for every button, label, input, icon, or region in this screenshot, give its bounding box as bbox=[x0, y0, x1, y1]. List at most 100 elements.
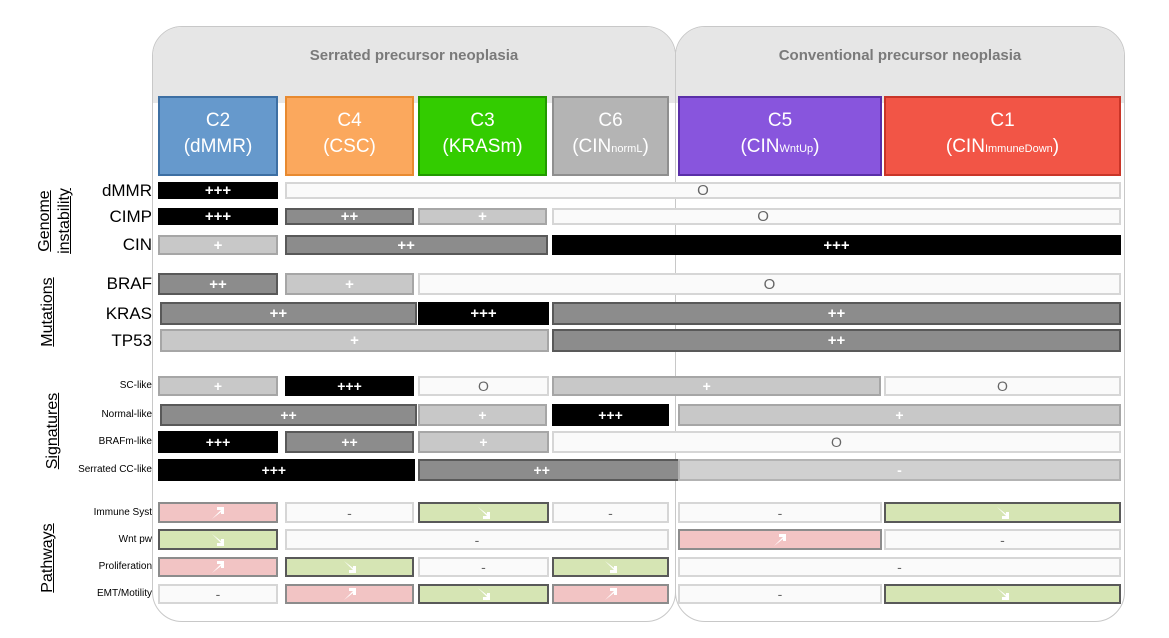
cluster-desc-main: (CIN bbox=[945, 136, 985, 157]
cluster-desc: (CINImmuneDown) bbox=[886, 134, 1119, 162]
cell-emt-motility-5 bbox=[884, 584, 1121, 604]
row-label-kras: KRAS bbox=[105, 304, 152, 323]
row-label-wnt-pw: Wnt pw bbox=[118, 534, 152, 545]
cell-value: O bbox=[757, 208, 769, 225]
cluster-c2: C2 (dMMR) bbox=[158, 96, 278, 176]
cell-value: - bbox=[777, 586, 783, 602]
cell-kras-0: ++ bbox=[160, 302, 417, 325]
cell-immune-syst-4: - bbox=[678, 502, 882, 523]
cell-immune-syst-3: - bbox=[552, 502, 669, 523]
cell-tp53-0: + bbox=[160, 329, 549, 352]
cluster-desc-subscript: normL bbox=[611, 143, 643, 155]
cell-emt-motility-3 bbox=[552, 584, 669, 604]
row-label-cimp: CIMP bbox=[109, 207, 153, 226]
cell-value: + bbox=[478, 208, 487, 225]
cell-value: +++ bbox=[261, 462, 287, 478]
cell-serrated-cc-like-0: +++ bbox=[158, 459, 415, 481]
cell-value: - bbox=[347, 504, 352, 521]
row-label-brafm-like: BRAFm-like bbox=[98, 436, 152, 447]
serrated-panel-header bbox=[153, 27, 675, 103]
row-label-normal-like: Normal-like bbox=[101, 409, 152, 420]
cell-value: O bbox=[997, 378, 1008, 394]
row-label-tp53: TP53 bbox=[111, 331, 152, 350]
cell-value: ++ bbox=[340, 208, 359, 225]
cell-value: ++ bbox=[397, 236, 415, 254]
cell-value: - bbox=[1000, 531, 1005, 548]
cluster-name: C1 bbox=[990, 110, 1015, 131]
row-label-immune-syst: Immune Syst bbox=[93, 507, 152, 518]
cell-brafm-like-0: +++ bbox=[158, 431, 278, 453]
cell-value: +++ bbox=[205, 434, 231, 450]
cell-value: ++ bbox=[209, 275, 227, 293]
cell-proliferation-4: - bbox=[678, 557, 1121, 577]
conventional-panel-header bbox=[676, 27, 1124, 103]
cell-cin-0: + bbox=[158, 235, 278, 255]
row-label-serrated-cc-like: Serrated CC-like bbox=[78, 464, 152, 475]
cell-kras-2: ++ bbox=[552, 302, 1121, 325]
cell-value: - bbox=[481, 559, 486, 575]
cell-value: + bbox=[345, 275, 354, 293]
cluster-name: C2 bbox=[205, 110, 231, 131]
cluster-desc-subscript: WntUp bbox=[779, 143, 814, 155]
cell-value: - bbox=[215, 586, 221, 602]
cluster-desc-close: ) bbox=[642, 136, 649, 157]
cluster-desc-close: ) bbox=[813, 136, 820, 157]
cell-value: ++ bbox=[280, 407, 297, 423]
arrow-up-right-icon bbox=[774, 533, 786, 546]
cell-wnt-pw-2 bbox=[678, 529, 882, 550]
cell-value: ++ bbox=[827, 332, 846, 349]
cell-emt-motility-0: - bbox=[158, 584, 278, 604]
cell-sc-like-2: O bbox=[418, 376, 549, 396]
cell-brafm-like-2: + bbox=[418, 431, 549, 453]
cell-wnt-pw-0 bbox=[158, 529, 278, 550]
conventional-panel-title: Conventional precursor neoplasia bbox=[778, 47, 1022, 64]
cell-emt-motility-2 bbox=[418, 584, 549, 604]
cell-cimp-0: +++ bbox=[158, 208, 278, 225]
cell-value: O bbox=[763, 275, 776, 293]
cell-value: + bbox=[350, 332, 359, 349]
cell-value: - bbox=[608, 504, 613, 521]
row-label-proliferation: Proliferation bbox=[98, 561, 152, 572]
cluster-name: C6 bbox=[598, 110, 623, 131]
cell-cin-2: +++ bbox=[552, 235, 1121, 255]
cell-proliferation-3 bbox=[552, 557, 669, 577]
cell-immune-syst-5 bbox=[884, 502, 1121, 523]
arrow-down-right-icon bbox=[212, 533, 224, 546]
cell-value: + bbox=[478, 407, 487, 423]
arrow-down-right-icon bbox=[996, 588, 1009, 600]
arrow-down-right-icon bbox=[477, 506, 490, 519]
cell-sc-like-4: O bbox=[884, 376, 1121, 396]
cell-immune-syst-1: - bbox=[285, 502, 414, 523]
cluster-desc: (dMMR) bbox=[160, 134, 276, 160]
cell-normal-like-0: ++ bbox=[160, 404, 417, 426]
cluster-name: C4 bbox=[337, 110, 362, 131]
cell-braf-1: + bbox=[285, 273, 414, 295]
cell-dmmr-0: +++ bbox=[158, 182, 278, 199]
arrow-up-right-icon bbox=[212, 561, 224, 573]
cell-value: ++ bbox=[341, 434, 358, 450]
cell-value: + bbox=[702, 378, 711, 394]
cell-value: +++ bbox=[823, 236, 850, 254]
cell-emt-motility-4: - bbox=[678, 584, 882, 604]
row-label-sc-like: SC-like bbox=[119, 380, 152, 391]
cell-sc-like-3: + bbox=[552, 376, 881, 396]
cluster-desc: (CINWntUp) bbox=[680, 134, 880, 162]
arrow-up-right-icon bbox=[343, 588, 356, 600]
arrow-down-right-icon bbox=[343, 561, 356, 573]
arrow-up-right-icon bbox=[604, 588, 617, 600]
cluster-c1: C1 (CINImmuneDown) bbox=[884, 96, 1121, 176]
cell-wnt-pw-3: - bbox=[884, 529, 1121, 550]
cell-kras-1: +++ bbox=[418, 302, 549, 325]
cell-value: - bbox=[474, 531, 480, 548]
cluster-desc: (KRASm) bbox=[420, 134, 545, 160]
cell-immune-syst-0 bbox=[158, 502, 278, 523]
cell-value: +++ bbox=[204, 208, 232, 225]
cluster-desc-main: (CIN bbox=[572, 136, 612, 157]
cluster-desc: (CINnormL) bbox=[554, 134, 667, 162]
cell-braf-2: O bbox=[418, 273, 1121, 295]
cell-value: +++ bbox=[470, 305, 497, 322]
cluster-c5: C5 (CINWntUp) bbox=[678, 96, 882, 176]
cell-value: + bbox=[479, 434, 488, 450]
cell-sc-like-1: +++ bbox=[285, 376, 414, 396]
row-label-emt-motility: EMT/Motility bbox=[97, 588, 152, 599]
